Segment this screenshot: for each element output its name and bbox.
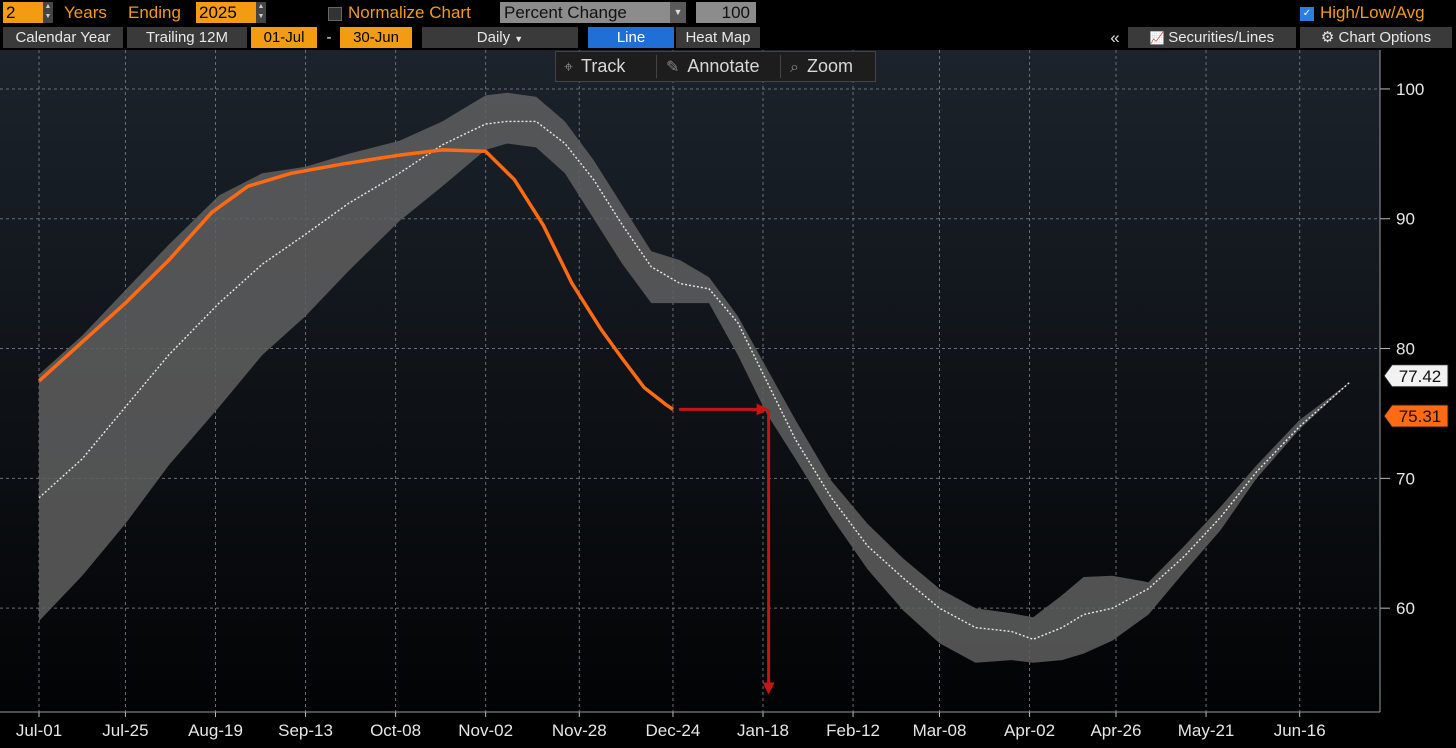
track-button[interactable]: ⌖ Track (564, 52, 625, 81)
crosshair-icon: ⌖ (564, 59, 574, 76)
frequency-value: Daily (476, 29, 511, 46)
grid-lines (0, 50, 1380, 712)
ending-year-value: 2025 (199, 3, 237, 22)
stepper-arrows-icon[interactable]: ▲ ▼ (256, 2, 266, 23)
x-tick-label: Dec-24 (646, 721, 701, 740)
chart-svg[interactable]: Jul-01 Jul-25 Aug-19 Sep-13 Oct-08 Nov-02 Nov-… (0, 50, 1456, 748)
x-tick-label: Mar-08 (913, 721, 967, 740)
average-last-value-box (1383, 364, 1449, 388)
axes: Jul-01 Jul-25 Aug-19 Sep-13 Oct-08 Nov-02 Nov-… (0, 50, 1424, 740)
current-series-line (37, 148, 674, 411)
x-tick-label: Nov-28 (552, 721, 607, 740)
magnifier-icon: ⌕ (790, 59, 799, 76)
calendar-year-button[interactable]: Calendar Year (3, 27, 123, 48)
high-low-avg-toggle[interactable]: ✓ High/Low/Avg (1300, 2, 1425, 23)
y-tick-label: 80 (1396, 340, 1415, 359)
divider (656, 55, 657, 78)
divider (780, 55, 781, 78)
pencil-icon: ✎ (666, 59, 680, 76)
y-tick-label: 70 (1396, 469, 1415, 488)
x-tick-label: Apr-02 (1004, 721, 1055, 740)
gear-icon: ⚙ (1320, 29, 1339, 46)
years-stepper[interactable]: 2 ▲ ▼ (3, 2, 53, 23)
x-tick-label: Oct-08 (370, 721, 421, 740)
current-last-value-label: 75.31 (1399, 407, 1442, 426)
date-range-dash: - (326, 29, 332, 46)
vertical-arrow-head (762, 682, 775, 695)
collapse-icon[interactable]: « (1110, 28, 1120, 47)
high-low-band-area (39, 92, 1351, 663)
chevron-down-icon: ▼ (514, 34, 524, 44)
x-tick-label: Jul-25 (102, 721, 148, 740)
chevron-down-icon[interactable]: ▼ (670, 2, 686, 23)
chart-area[interactable]: Jul-01 Jul-25 Aug-19 Sep-13 Oct-08 Nov-02 Nov-… (0, 50, 1456, 748)
normalize-toggle[interactable]: Normalize Chart (328, 2, 471, 23)
end-date-input[interactable]: 30-Jun (340, 27, 412, 48)
track-label: Track (581, 56, 626, 76)
securities-lines-button[interactable]: 📈 Securities/Lines (1128, 27, 1296, 48)
securities-lines-label: Securities/Lines (1168, 29, 1275, 46)
normalize-mode-select[interactable]: Percent Change ▼ (500, 2, 686, 23)
x-tick-label: May-21 (1178, 721, 1235, 740)
y-tick-label: 90 (1396, 210, 1415, 229)
annotate-button[interactable]: ✎ Annotate (666, 52, 759, 81)
start-date-input[interactable]: 01-Jul (251, 27, 317, 48)
trailing-12m-button[interactable]: Trailing 12M (127, 27, 247, 48)
series-lines (37, 120, 1351, 641)
annotate-label: Annotate (687, 56, 760, 76)
x-tick-label: Jan-18 (737, 721, 789, 740)
current-last-value-box (1383, 404, 1449, 428)
x-tick-label: Feb-12 (826, 721, 880, 740)
stepper-arrows-icon[interactable]: ▲ ▼ (43, 2, 53, 23)
x-tick-label: Apr-26 (1090, 721, 1141, 740)
ending-label: Ending (128, 3, 181, 22)
chart-options-button[interactable]: ⚙ Chart Options (1300, 27, 1452, 48)
chart-options-label: Chart Options (1338, 29, 1432, 46)
x-tick-label: Nov-02 (458, 721, 513, 740)
tab-line[interactable]: Line (588, 27, 674, 48)
line-chart-icon: 📈 (1149, 31, 1169, 45)
period-row: Calendar Year Trailing 12M 01-Jul - 30-J… (0, 26, 1456, 49)
normalize-base-input[interactable]: 100 (696, 2, 756, 23)
chart-toolbar: ⌖ Track ✎ Annotate ⌕ Zoom (555, 51, 876, 82)
normalize-mode-value: Percent Change (504, 3, 627, 22)
average-last-value-label: 77.42 (1399, 367, 1442, 386)
zoom-button[interactable]: ⌕ Zoom (790, 52, 853, 81)
average-series-line (38, 120, 1351, 641)
x-tick-label: Sep-13 (278, 721, 333, 740)
frequency-select[interactable]: Daily ▼ (422, 27, 578, 48)
x-tick-label: Aug-19 (188, 721, 243, 740)
last-value-tags: 77.42 75.31 (1383, 364, 1449, 428)
x-tick-label: Jul-01 (16, 721, 62, 740)
drop-annotation (678, 403, 775, 695)
top-control-row: 2 ▲ ▼ Years Ending 2025 ▲ ▼ Normalize Char… (0, 0, 1456, 25)
zoom-label: Zoom (806, 56, 853, 76)
horizontal-arrow-head (756, 403, 769, 416)
y-tick-label: 60 (1396, 599, 1415, 618)
y-tick-label: 100 (1396, 80, 1424, 99)
high-low-avg-label: High/Low/Avg (1320, 3, 1425, 22)
ending-year-stepper[interactable]: 2025 ▲ ▼ (196, 2, 266, 23)
years-value: 2 (6, 3, 16, 22)
x-tick-label: Jun-16 (1274, 721, 1326, 740)
tab-heat-map[interactable]: Heat Map (676, 27, 760, 48)
years-label: Years (64, 3, 107, 22)
high-low-band (39, 92, 1351, 663)
normalize-label: Normalize Chart (348, 3, 471, 22)
check-icon[interactable]: ✓ (1300, 6, 1314, 21)
normalize-checkbox[interactable] (328, 6, 342, 21)
